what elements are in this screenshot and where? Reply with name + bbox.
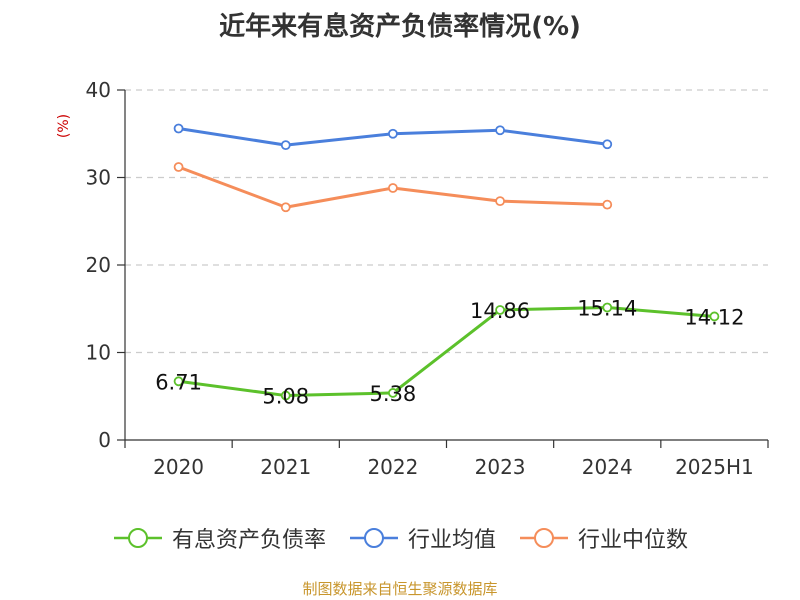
data-point <box>709 311 720 322</box>
data-point <box>495 305 505 315</box>
y-tick-label: 40 <box>86 78 111 102</box>
y-tick-label: 30 <box>86 166 111 190</box>
x-tick-label: 2025H1 <box>675 455 754 479</box>
legend-swatch-icon <box>349 528 398 548</box>
data-point <box>602 199 613 210</box>
y-axis-label: (%) <box>56 114 72 138</box>
chart-title: 近年来有息资产负债率情况(%) <box>219 12 581 42</box>
data-point <box>388 183 398 193</box>
legend-item[interactable]: 有息资产负债率 <box>112 522 326 554</box>
data-point <box>173 123 184 134</box>
data-point <box>495 196 505 207</box>
data-point <box>173 162 184 172</box>
data-point <box>388 128 398 139</box>
x-tick-label: 2023 <box>475 455 526 479</box>
data-point <box>280 202 291 213</box>
data-label: 14.12 <box>684 305 744 329</box>
data-point <box>602 139 613 150</box>
data-point <box>173 376 184 387</box>
chart-legend: 有息资产负债率 行业均值 行业中位数 <box>0 522 800 554</box>
y-tick-label: 20 <box>86 253 111 277</box>
legend-label: 有息资产负债率 <box>171 528 326 553</box>
data-point <box>495 125 505 136</box>
data-label: 14.86 <box>470 299 530 323</box>
data-point <box>388 388 398 398</box>
legend-item[interactable]: 行业均值 <box>348 522 496 554</box>
data-label: 6.71 <box>155 370 202 394</box>
y-tick-label: 0 <box>98 428 111 452</box>
legend-label: 行业中位数 <box>578 528 689 553</box>
legend-item[interactable]: 行业中位数 <box>518 522 688 554</box>
source-note: 制图数据来自恒生聚源数据库 <box>302 580 498 598</box>
data-point <box>280 390 291 401</box>
data-label: 5.38 <box>370 382 417 406</box>
x-tick-label: 2021 <box>260 455 311 479</box>
data-label: 15.14 <box>577 297 637 321</box>
data-point <box>602 302 613 313</box>
legend-swatch-icon <box>113 528 162 548</box>
series-line-1 <box>178 306 715 398</box>
data-label: 5.08 <box>262 385 309 409</box>
x-tick-label: 2024 <box>582 455 633 479</box>
x-tick-label: 2022 <box>367 455 418 479</box>
y-tick-label: 10 <box>86 341 111 365</box>
x-tick-label: 2020 <box>153 455 204 479</box>
legend-swatch-icon <box>520 528 568 548</box>
legend-label: 行业均值 <box>407 528 496 553</box>
data-point <box>280 140 291 151</box>
